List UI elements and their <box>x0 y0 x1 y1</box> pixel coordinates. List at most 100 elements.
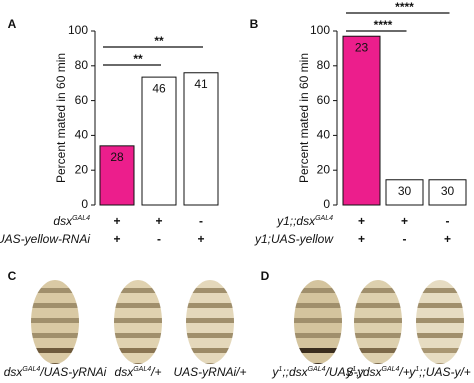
genotype-label-part: y1;UAS-yellow <box>254 232 334 246</box>
image-caption-part: GAL4 <box>22 366 40 373</box>
segment-dark <box>416 333 464 338</box>
genotype-mark: + <box>113 232 120 246</box>
segment-dark <box>31 303 79 308</box>
segment-dark <box>31 363 79 364</box>
segment-dark <box>294 318 342 323</box>
significance-label: **** <box>395 0 414 14</box>
segment-dark <box>31 348 79 353</box>
abdomen-image <box>294 280 342 364</box>
segment-dark <box>114 303 162 308</box>
genotype-label: y1;UAS-yellow <box>254 232 334 246</box>
image-caption-part: 1 <box>278 366 282 373</box>
segment-dark <box>114 288 162 293</box>
segment-light <box>294 353 342 363</box>
y-tick-label: 20 <box>75 162 89 176</box>
y-tick-label: 100 <box>68 23 88 37</box>
segment-dark <box>354 348 402 353</box>
abdomen-image <box>354 280 402 364</box>
segment-light <box>114 280 162 288</box>
genotype-label-part: dsx <box>53 214 73 228</box>
segment-light <box>294 293 342 303</box>
segment-light <box>354 338 402 348</box>
segment-dark <box>186 303 234 308</box>
bar <box>385 179 424 206</box>
y-tick-label: 100 <box>310 23 330 37</box>
segment-dark <box>416 348 464 353</box>
genotype-mark: + <box>444 232 451 246</box>
genotype-mark: - <box>157 232 161 246</box>
segment-light <box>186 308 234 318</box>
segment-dark <box>186 318 234 323</box>
segment-light <box>186 353 234 363</box>
genotype-mark: + <box>155 214 162 228</box>
y-tick-label: 60 <box>317 93 331 107</box>
genotype-label: y1;;dsxGAL4 <box>276 214 333 228</box>
n-label: 30 <box>398 184 412 198</box>
segment-dark <box>354 363 402 364</box>
y-tick-label: 80 <box>317 58 331 72</box>
segment-light <box>354 280 402 288</box>
segment-light <box>114 323 162 333</box>
y-tick-label: 20 <box>317 162 331 176</box>
image-caption-part: y <box>408 365 416 379</box>
segment-light <box>31 323 79 333</box>
segment-dark <box>186 288 234 293</box>
bar <box>342 35 381 206</box>
segment-light <box>31 308 79 318</box>
segment-light <box>294 338 342 348</box>
genotype-mark: - <box>446 214 450 228</box>
y-tick-label: 0 <box>81 197 88 211</box>
segment-light <box>354 323 402 333</box>
significance-label: **** <box>374 18 393 32</box>
image-caption: y1;;dsxGAL4/UAS-y <box>271 365 364 379</box>
segment-light <box>114 293 162 303</box>
image-caption-part: ;;dsx <box>282 365 308 379</box>
image-caption: UAS-yRNAi/+ <box>173 365 246 379</box>
abdomen-image <box>186 280 234 364</box>
segment-light <box>31 293 79 303</box>
segment-dark <box>354 318 402 323</box>
image-caption-part: 1 <box>415 366 419 373</box>
image-caption: dsxGAL4/+ <box>115 365 162 379</box>
image-caption-part: 1 <box>352 366 356 373</box>
genotype-label: dsxGAL4 <box>53 214 90 228</box>
image-caption-part: dsx <box>115 365 135 379</box>
segment-dark <box>114 363 162 364</box>
image-caption-part: /UAS-y <box>325 365 365 379</box>
image-caption: y1;;UAS-y/+ <box>408 365 471 379</box>
image-caption-part: /+ <box>150 365 161 379</box>
genotype-mark: + <box>401 214 408 228</box>
segment-light <box>416 280 464 288</box>
abdomen-image <box>114 280 162 364</box>
segment-light <box>294 280 342 288</box>
panel-label: A <box>8 17 17 31</box>
n-label: 46 <box>152 81 166 95</box>
segment-dark <box>416 318 464 323</box>
y-tick-label: 0 <box>323 197 330 211</box>
segment-light <box>186 323 234 333</box>
genotype-label-part: y1;;dsx <box>276 214 316 228</box>
y-axis-label: Percent mated in 60 min <box>297 53 311 183</box>
segment-dark <box>354 333 402 338</box>
panel-label: D <box>261 269 270 283</box>
segment-dark <box>294 288 342 293</box>
segment-dark <box>114 333 162 338</box>
image-caption-part: /UAS-yRNAi <box>39 365 106 379</box>
segment-dark <box>354 303 402 308</box>
segment-dark <box>354 288 402 293</box>
y-tick-label: 40 <box>317 128 331 142</box>
image-caption-part: GAL4 <box>382 366 400 373</box>
bar <box>428 179 467 206</box>
image-caption-part: GAL4 <box>308 366 326 373</box>
segment-dark <box>186 363 234 364</box>
image-caption-part: y <box>271 365 279 379</box>
genotype-mark: - <box>403 232 407 246</box>
segment-light <box>416 353 464 363</box>
segment-light <box>294 323 342 333</box>
segment-light <box>354 308 402 318</box>
genotype-label-part: GAL4 <box>315 215 333 222</box>
segment-dark <box>31 318 79 323</box>
segment-light <box>186 293 234 303</box>
genotype-label-part: UAS-yellow-RNAi <box>0 232 90 246</box>
y-tick-label: 80 <box>75 58 89 72</box>
